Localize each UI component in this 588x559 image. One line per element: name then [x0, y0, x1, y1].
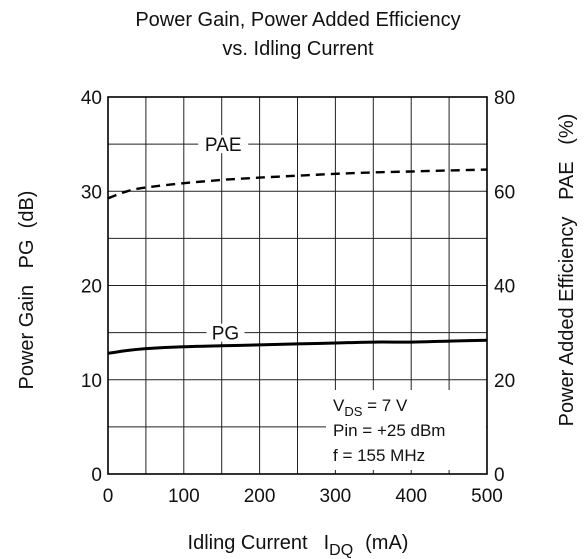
y-left-tick-label: 20 [81, 277, 102, 298]
condition-text: V [333, 396, 345, 415]
data-curves [107, 168, 488, 355]
chart-title-line-2: vs. Idling Current [222, 38, 374, 60]
y-right-tick-label: 80 [494, 88, 515, 109]
series-label-pae: PAE [205, 135, 242, 156]
series-label-background [206, 323, 245, 342]
condition-text: Pin = +25 dBm [333, 421, 445, 440]
x-axis-label: Idling Current IDQ (mA) [188, 532, 409, 559]
x-axis-label-text: Idling Current [188, 532, 309, 554]
x-tick-label: 0 [103, 486, 114, 507]
x-tick-label: 300 [320, 486, 352, 507]
series-line-pg [107, 338, 488, 355]
conditions-background [326, 390, 486, 470]
condition-line: f = 155 MHz [333, 446, 425, 465]
y-left-tick-label: 10 [81, 371, 102, 392]
y-axis-right-label: Power Added Efficiency PAE (%) [556, 114, 578, 427]
x-tick-label: 500 [471, 486, 503, 507]
y-axis-left-label: Power Gain PG (dB) [16, 191, 38, 390]
plot-frame [107, 96, 488, 475]
y-right-tick-label: 0 [494, 465, 505, 486]
condition-text: f = 155 MHz [333, 446, 425, 465]
x-tick-label: 200 [244, 486, 276, 507]
chart-title-line-1: Power Gain, Power Added Efficiency [135, 9, 460, 31]
plot-border [107, 96, 488, 475]
x-tick-label: 400 [395, 486, 427, 507]
y-left-tick-label: 30 [81, 182, 102, 203]
condition-line: Pin = +25 dBm [333, 421, 445, 440]
series-labels: PAE PG [198, 135, 249, 345]
conditions-annotation: VDS = 7 V Pin = +25 dBm f = 155 MHz [326, 390, 486, 470]
y-right-tick-label: 60 [494, 182, 515, 203]
series-label-pg: PG [212, 324, 239, 345]
condition-value: = 7 V [362, 396, 408, 415]
y-right-tick-label: 20 [494, 371, 515, 392]
x-axis-label-subscript: DQ [329, 542, 353, 559]
x-axis-label-unit: (mA) [365, 532, 408, 554]
chart-title: Power Gain, Power Added Efficiency vs. I… [135, 9, 460, 60]
y-left-tick-label: 40 [81, 88, 102, 109]
y-right-tick-label: 40 [494, 277, 515, 298]
x-axis-label-symbol: I [324, 532, 330, 554]
series-line-pae [107, 168, 488, 200]
condition-line: VDS = 7 V [333, 396, 408, 419]
condition-subscript: DS [344, 404, 362, 419]
x-tick-label: 100 [168, 486, 200, 507]
series-label-background [198, 135, 249, 154]
y-left-tick-label: 0 [91, 465, 102, 486]
